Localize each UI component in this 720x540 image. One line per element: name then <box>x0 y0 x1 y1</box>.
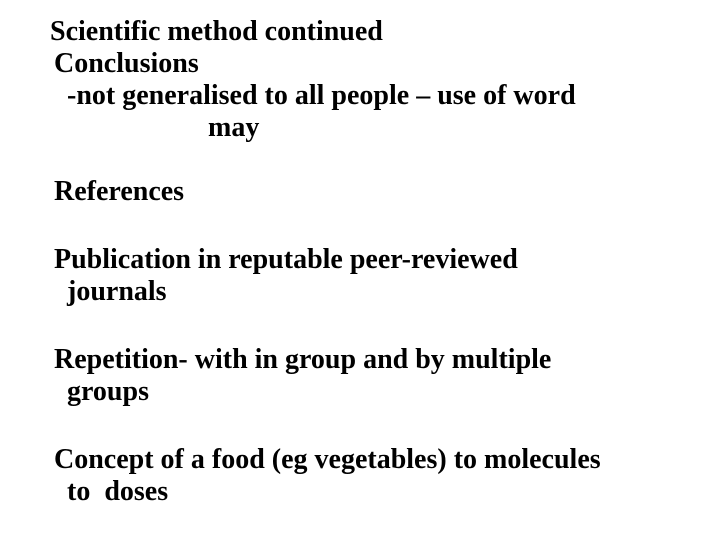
publication-line1: Publication in reputable peer-reviewed <box>54 246 518 274</box>
repetition-line1: Repetition- with in group and by multipl… <box>54 346 551 374</box>
conclusions-bullet-l1: -not generalised to all people – use of … <box>60 82 576 110</box>
concept-line1: Concept of a food (eg vegetables) to mol… <box>54 446 601 474</box>
repetition-line2: groups <box>60 378 149 406</box>
conclusions-heading: Conclusions <box>54 50 199 78</box>
references-heading: References <box>54 178 184 206</box>
conclusions-bullet-l2: may <box>208 114 259 142</box>
title-text: Scientific method continued <box>50 18 383 46</box>
concept-line2: to doses <box>60 478 168 506</box>
publication-line2: journals <box>60 278 167 306</box>
slide: Scientific method continued Conclusions … <box>0 0 720 540</box>
